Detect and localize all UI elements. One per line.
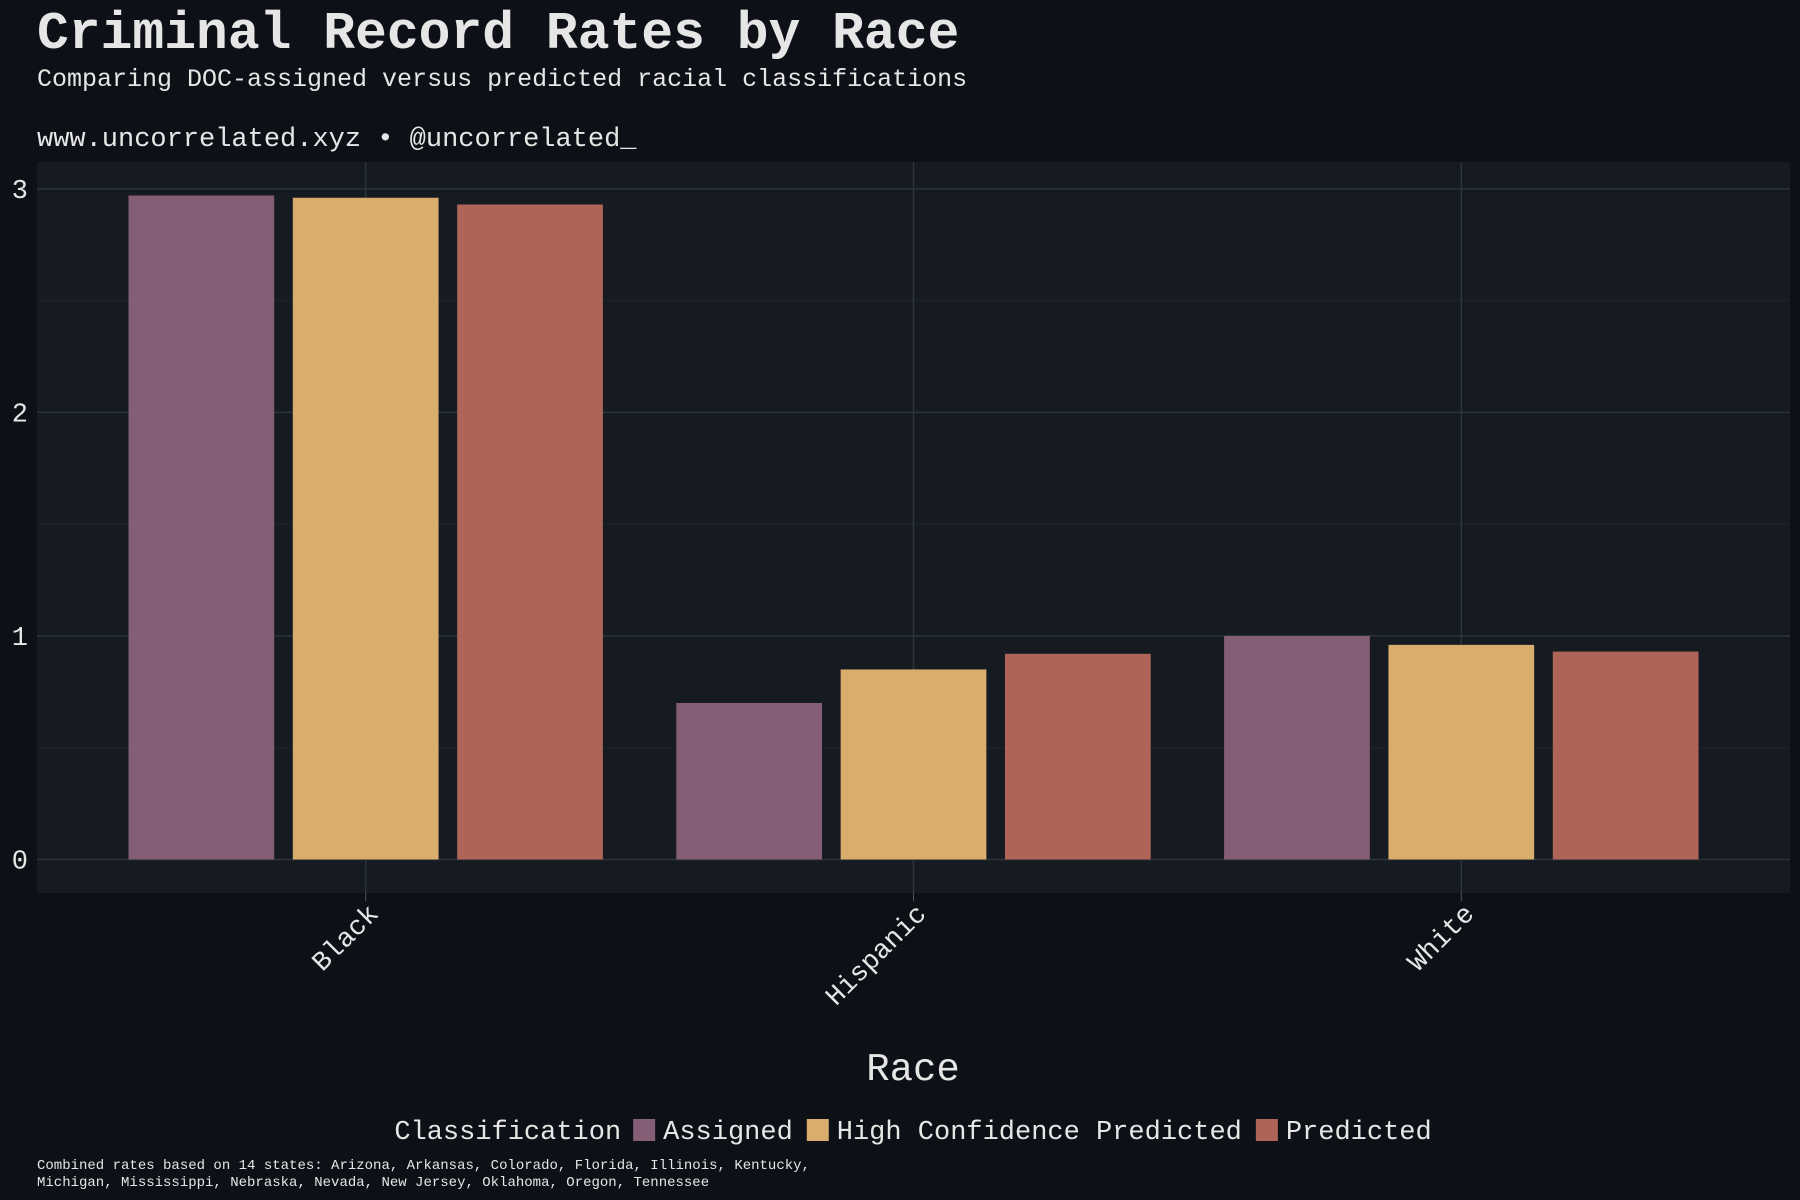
chart-subtitle: Comparing DOC-assigned versus predicted … [37, 65, 967, 94]
y-tick-label: 0 [12, 847, 28, 877]
legend-label: High Confidence Predicted [837, 1118, 1242, 1148]
source: www.uncorrelated.xyz • @uncorrelated_ [37, 125, 637, 155]
legend: Classification Assigned High Confidence Pr… [394, 1118, 1431, 1148]
legend-label: Predicted [1286, 1118, 1432, 1148]
bar [1004, 653, 1151, 860]
bar [676, 702, 823, 860]
legend-swatch [633, 1119, 656, 1141]
y-tick-label: 1 [12, 624, 28, 654]
bar [1388, 644, 1535, 860]
legend-label: Assigned [663, 1118, 793, 1148]
chart-title: Criminal Record Rates by Race [37, 4, 959, 64]
legend-swatch [1255, 1119, 1278, 1141]
bar [1224, 635, 1370, 860]
legend-swatch [806, 1119, 829, 1141]
bar [128, 195, 275, 860]
bar [840, 669, 987, 860]
y-tick-label: 3 [12, 177, 28, 207]
y-tick-label: 2 [12, 400, 28, 430]
x-axis-title: Race [866, 1048, 960, 1092]
bar [292, 197, 439, 860]
legend-title: Classification [394, 1118, 621, 1148]
footnote: Michigan, Mississippi, Nebraska, Nevada,… [37, 1175, 709, 1191]
bar [457, 204, 603, 860]
footnote: Combined rates based on 14 states: Arizo… [37, 1158, 810, 1174]
bar [1552, 651, 1699, 860]
